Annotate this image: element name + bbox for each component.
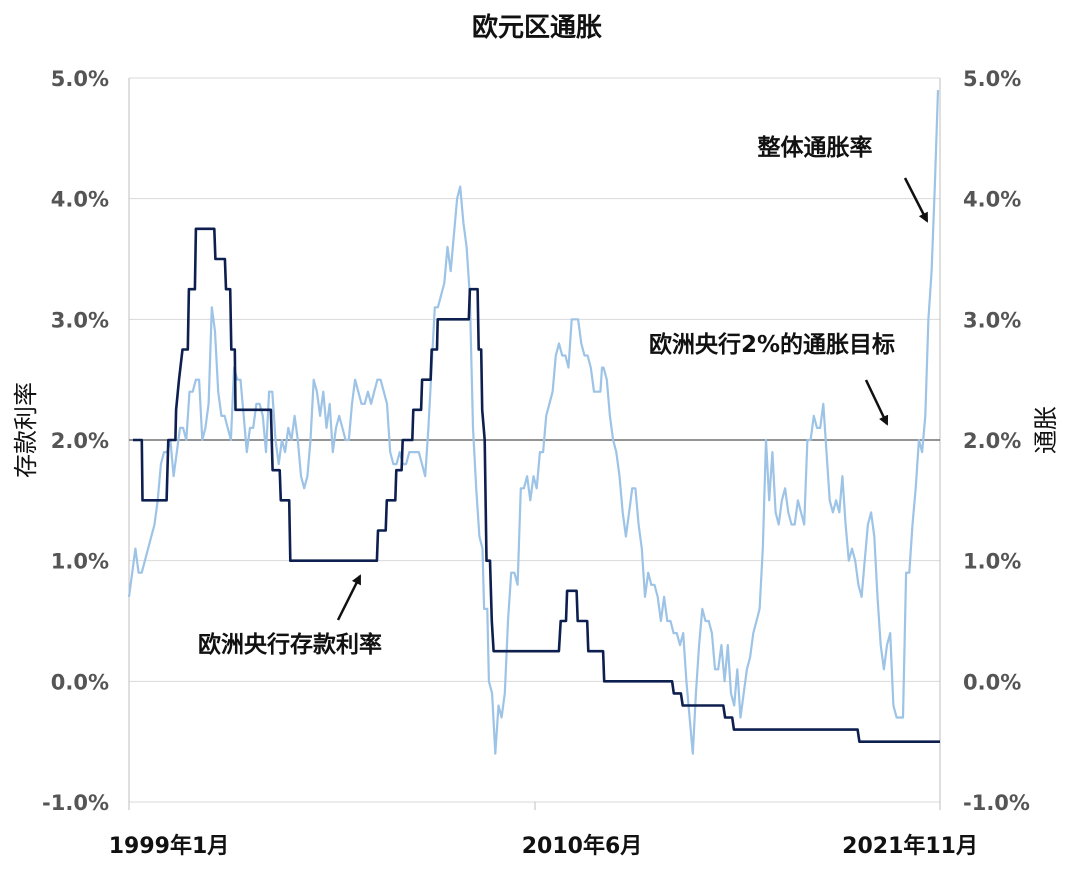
series-line-deposit-rate	[133, 227, 940, 744]
y-tick-label-right: 2.0%	[963, 429, 1021, 453]
y-tick-label-left: 4.0%	[51, 188, 109, 212]
y-tick-label-right: 3.0%	[963, 308, 1021, 332]
arrow-deposit-rate	[336, 574, 362, 621]
y-tick-label-right: 1.0%	[963, 550, 1021, 574]
x-tick-label: 2010年6月	[522, 833, 643, 859]
chart-title: 欧元区通胀	[472, 12, 602, 43]
y-tick-label-right: 4.0%	[963, 188, 1021, 212]
y-tick-label-left: 2.0%	[51, 429, 109, 453]
x-tick-labels: 1999年1月 2010年6月 2021年11月	[109, 802, 978, 859]
left-tick-labels: -1.0% 0.0% 1.0% 2.0% 3.0% 4.0% 5.0%	[42, 67, 109, 815]
annotation-inflation: 整体通胀率	[758, 134, 873, 161]
y-tick-label-left: 1.0%	[51, 550, 109, 574]
y-tick-label-right: 5.0%	[963, 67, 1021, 91]
x-tick-label: 1999年1月	[109, 833, 230, 859]
series-lines	[127, 90, 940, 755]
y-axis-label-left: 存款利率	[12, 382, 40, 478]
right-tick-labels: -1.0% 0.0% 1.0% 2.0% 3.0% 4.0% 5.0%	[963, 67, 1030, 815]
y-tick-label-left: 3.0%	[51, 308, 109, 332]
x-tick-label: 2021年11月	[842, 833, 978, 859]
y-axis-label-right: 通胀	[1032, 406, 1060, 454]
y-tick-label-right: 0.0%	[963, 670, 1021, 694]
annotation-target: 欧洲央行2%的通胀目标	[649, 331, 895, 358]
y-tick-label-right: -1.0%	[963, 791, 1030, 815]
series-line-inflation	[127, 90, 940, 755]
y-tick-label-left: 5.0%	[51, 67, 109, 91]
arrow-inflation	[903, 177, 929, 223]
y-tick-label-left: -1.0%	[42, 791, 109, 815]
y-tick-label-left: 0.0%	[51, 670, 109, 694]
arrow-target	[864, 379, 889, 426]
annotation-deposit-rate: 欧洲央行存款利率	[198, 631, 382, 658]
